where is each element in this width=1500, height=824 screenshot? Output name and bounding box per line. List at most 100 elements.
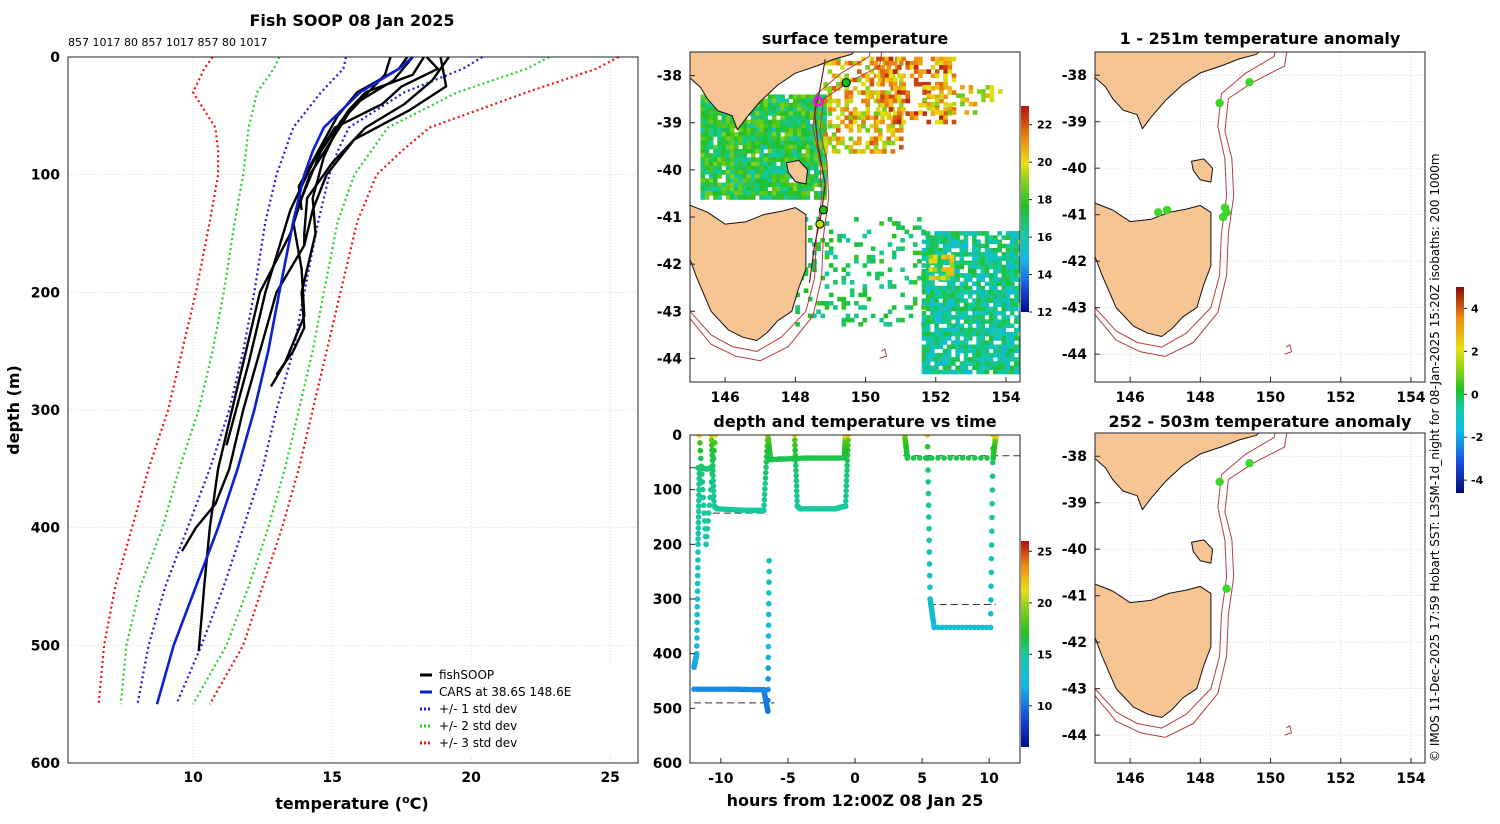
sst-pixel <box>729 165 735 171</box>
sst-pixel <box>934 294 939 299</box>
sst-pixel <box>713 107 718 112</box>
sst-pixel <box>708 140 714 146</box>
sst-pixel <box>988 252 994 257</box>
sst-pixel <box>959 361 965 366</box>
sst-pixel <box>1014 264 1019 270</box>
sst-pixel <box>805 94 811 99</box>
sst-pixel <box>976 352 981 358</box>
sst-pixel <box>1014 235 1019 240</box>
sst-pixel <box>878 149 883 154</box>
sst-pixel <box>738 140 743 146</box>
sst-pixel <box>750 128 756 133</box>
sst-pixel <box>1009 369 1015 375</box>
timeseries-sample <box>695 557 701 563</box>
timeseries-sample <box>793 467 799 474</box>
sst-pixel <box>930 352 935 358</box>
timeseries-sample <box>694 627 700 633</box>
sst-pixel <box>755 191 760 196</box>
sst-pixel <box>1001 323 1007 329</box>
sst-pixel <box>822 153 827 158</box>
map-y-tick: -38 <box>657 69 682 85</box>
timeseries-sample <box>709 452 715 459</box>
sst-pixel <box>1018 247 1020 253</box>
sst-pixel <box>776 140 781 146</box>
sst-pixel <box>951 357 956 362</box>
timeseries-sample <box>708 435 715 438</box>
sst-pixel <box>921 239 927 245</box>
timeseries-sample <box>693 650 700 657</box>
sst-pixel <box>968 85 974 90</box>
sst-pixel <box>955 235 960 240</box>
sst-pixel <box>767 149 773 154</box>
sst-pixel <box>763 170 769 175</box>
sst-pixel <box>729 157 735 162</box>
sst-pixel <box>900 238 905 243</box>
sst-pixel <box>938 352 944 358</box>
sst-pixel <box>700 174 706 179</box>
sst-pixel <box>934 81 940 87</box>
sst-pixel <box>1001 289 1007 295</box>
map-y-tick: -41 <box>1062 589 1087 605</box>
sst-pixel <box>1009 302 1015 308</box>
sst-pixel <box>865 90 870 95</box>
side-caption: © IMOS 11-Dec-2025 17:59 Hobart SST: L3S… <box>1428 153 1442 762</box>
timeseries-sample <box>988 569 995 576</box>
map-x-tick: 148 <box>781 390 810 406</box>
sst-pixel <box>884 94 890 100</box>
sst-pixel <box>921 247 927 253</box>
sst-pixel <box>831 73 837 79</box>
sst-pixel <box>988 289 994 295</box>
sst-pixel <box>1009 256 1015 261</box>
map-x-tick: 146 <box>1115 390 1144 406</box>
sst-pixel <box>1009 344 1015 350</box>
sst-pixel <box>742 157 748 162</box>
sst-pixel <box>934 365 939 371</box>
sst-pixel <box>809 98 815 104</box>
timeseries-sample <box>925 490 932 497</box>
sst-pixel <box>926 106 932 111</box>
sst-pixel <box>700 182 706 188</box>
sst-pixel <box>780 182 785 188</box>
sst-pixel <box>939 98 944 104</box>
sst-pixel <box>725 153 731 158</box>
sst-pixel <box>900 225 905 230</box>
sst-pixel <box>831 60 837 66</box>
sst-pixel <box>938 319 944 324</box>
sst-pixel <box>729 182 735 188</box>
sst-pixel <box>922 81 927 87</box>
sst-pixel <box>901 98 906 104</box>
sst-pixel <box>897 98 902 104</box>
sst-pixel <box>998 89 1003 94</box>
sst-pixel <box>1005 336 1011 341</box>
sst-pixel <box>848 144 854 150</box>
sst-pixel <box>759 128 764 133</box>
sst-pixel <box>734 170 739 175</box>
sst-pixel <box>887 309 893 314</box>
sst-pixel <box>917 275 922 281</box>
sst-pixel <box>822 161 827 167</box>
sst-pixel <box>938 331 944 337</box>
sst-pixel <box>713 144 718 150</box>
timeseries-colorbar-label: 10 <box>1037 700 1053 713</box>
sst-pixel <box>1009 235 1015 240</box>
sst-pixel <box>725 119 731 125</box>
sst-pixel <box>938 239 944 245</box>
sst-pixel <box>988 306 994 312</box>
sst-pixel <box>1009 331 1015 337</box>
timeseries-sample <box>698 463 705 470</box>
sst-pixel <box>930 73 936 79</box>
timeseries-sample <box>988 555 995 562</box>
sst-pixel <box>884 60 890 66</box>
sst-pixel <box>946 231 952 236</box>
sst-pixel <box>809 165 815 171</box>
sst-pixel <box>750 136 756 141</box>
sst-pixel <box>1014 231 1019 236</box>
sst-pixel <box>984 298 990 303</box>
sst-pixel <box>896 317 901 323</box>
sst-pixel <box>738 165 743 171</box>
sst-pixel <box>951 252 956 257</box>
sst-pixel <box>746 195 752 200</box>
sst-pixel <box>708 157 714 162</box>
sst-pixel <box>1018 369 1020 375</box>
sst-pixel <box>721 191 727 196</box>
